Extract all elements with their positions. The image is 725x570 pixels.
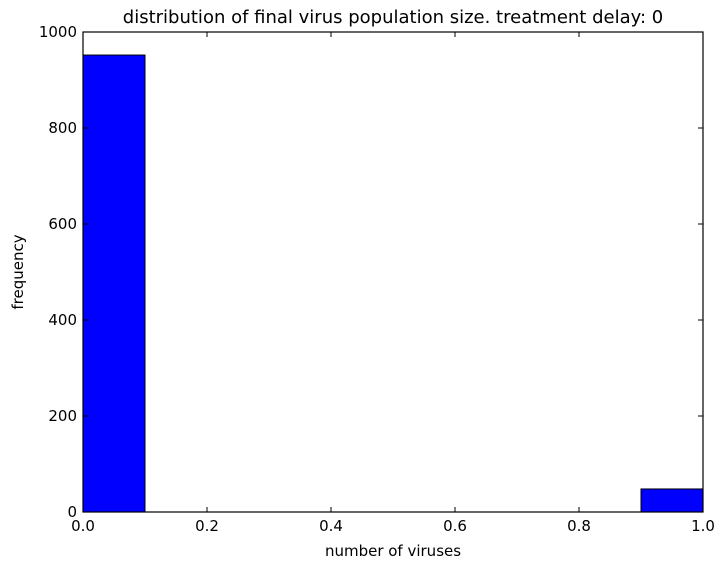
y-tick-label-4: 800 (48, 119, 77, 137)
x-tick-label-0: 0.0 (71, 517, 95, 535)
x-tick-label-1: 0.2 (195, 517, 219, 535)
y-tick-label-1: 200 (48, 407, 77, 425)
y-tick-label-0: 0 (67, 503, 77, 521)
x-tick-label-5: 1.0 (691, 517, 715, 535)
x-tick-label-4: 0.8 (567, 517, 591, 535)
ticks-group: 0.0 0.2 0.4 0.6 0.8 1.0 0 200 400 600 800 1000 (39, 23, 715, 535)
chart-title: distribution of final virus population s… (123, 7, 663, 28)
x-tick-label-3: 0.6 (443, 517, 467, 535)
y-tick-label-3: 600 (48, 215, 77, 233)
bars-group (82, 54, 704, 513)
y-axis-label: frequency (9, 234, 27, 309)
y-tick-label-2: 400 (48, 311, 77, 329)
histogram-bar-9 (640, 488, 704, 513)
x-axis-label: number of viruses (325, 542, 461, 560)
histogram-bar-0 (82, 54, 146, 513)
x-tick-label-2: 0.4 (319, 517, 343, 535)
y-tick-label-5: 1000 (39, 23, 77, 41)
plot-frame (82, 31, 704, 513)
